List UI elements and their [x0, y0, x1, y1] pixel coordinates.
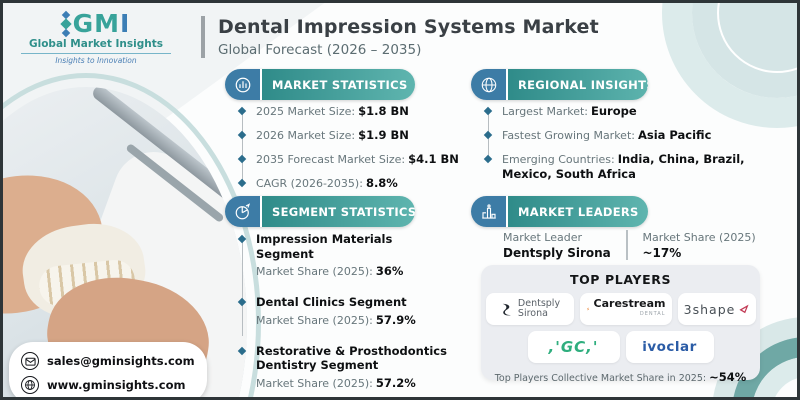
segment-share-value: 57.9%	[375, 312, 416, 327]
contact-email-text: sales@gminsights.com	[47, 354, 195, 368]
section-title: REGIONAL INSIGHTS	[508, 69, 648, 100]
segment-item: Impression Materials Segment Market Shar…	[239, 232, 454, 278]
market-statistics-list: 2025 Market Size: $1.8 BN 2026 Market Siz…	[239, 104, 459, 200]
logo-carestream: Carestream DENTAL	[579, 293, 672, 325]
segment-share-label: Market Share (2025):	[256, 265, 373, 278]
stat-label: 2035 Forecast Market Size:	[256, 153, 406, 166]
contact-email[interactable]: sales@gminsights.com	[21, 349, 195, 373]
segment-share-label: Market Share (2025):	[256, 313, 373, 327]
stat-label: 2026 Market Size:	[256, 129, 356, 142]
section-title: MARKET STATISTICS	[262, 69, 415, 100]
logo-gc: ,'GC,'	[527, 331, 620, 363]
contact-website-text: www.gminsights.com	[47, 378, 186, 392]
logo-3shape: 3shape	[677, 293, 756, 325]
stat-label: CAGR (2026-2035):	[256, 177, 363, 190]
region-label: Fastest Growing Market:	[502, 129, 635, 142]
page-subtitle: Global Forecast (2026 – 2035)	[218, 42, 422, 58]
section-title: MARKET LEADERS	[508, 196, 648, 227]
region-item: Emerging Countries: India, China, Brazil,…	[485, 152, 747, 182]
regional-insights-list: Largest Market: Europe Fastest Growing Ma…	[485, 104, 747, 191]
top-players-footer: Top Players Collective Market Share in 2…	[481, 370, 760, 384]
contact-card: sales@gminsights.com www.gminsights.com	[9, 342, 207, 397]
top-players-title: TOP PLAYERS	[569, 272, 672, 287]
segment-name: Impression Materials Segment	[256, 232, 393, 261]
envelope-icon	[21, 352, 39, 370]
section-header-regional-insights: REGIONAL INSIGHTS	[471, 69, 648, 100]
vertical-divider	[626, 230, 628, 260]
brand-tagline: Insights to Innovation	[55, 56, 137, 65]
segment-share-value: 36%	[375, 264, 404, 278]
stat-label: 2025 Market Size:	[256, 105, 356, 118]
region-label: Emerging Countries:	[502, 153, 615, 166]
stat-value: $1.8 BN	[358, 104, 409, 118]
stat-item: 2025 Market Size: $1.8 BN	[239, 104, 459, 119]
region-item: Fastest Growing Market: Asia Pacific	[485, 128, 747, 143]
region-value: India, China, Brazil, Mexico, South Afri…	[502, 152, 745, 181]
section-header-market-statistics: MARKET STATISTICS	[225, 69, 415, 100]
gmi-diamond-mark	[59, 10, 72, 38]
segment-name: Dental Clinics Segment	[256, 295, 407, 309]
globe-icon	[21, 376, 39, 394]
stat-value: $4.1 BN	[408, 152, 459, 166]
market-share-value: ~17%	[642, 245, 682, 260]
top-players-footer-label: Top Players Collective Market Share in 2…	[494, 373, 707, 384]
logo-ivoclar: ivoclar	[625, 331, 714, 363]
stat-item: 2026 Market Size: $1.9 BN	[239, 128, 459, 143]
section-header-market-leaders: MARKET LEADERS	[471, 196, 648, 227]
pie-chart-icon	[225, 196, 262, 227]
top-players-card: TOP PLAYERS Dentsply Sirona Carestream DEN…	[481, 265, 760, 384]
segment-share-label: Market Share (2025):	[256, 376, 373, 390]
podium-leader-icon	[471, 196, 508, 227]
logo-dentsply-sirona: Dentsply Sirona	[485, 293, 574, 325]
region-value: Asia Pacific	[637, 128, 712, 142]
segment-item: Restorative & Prosthodontics Dentistry S…	[239, 344, 454, 390]
gmi-logo: GMI Global Market Insights Insights to I…	[21, 11, 171, 65]
section-title: SEGMENT STATISTICS	[262, 196, 415, 227]
page-title: Dental Impression Systems Market	[218, 16, 599, 38]
3shape-mark-icon	[739, 304, 749, 314]
globe-icon	[471, 69, 508, 100]
dentsply-mark-icon	[502, 303, 511, 315]
stat-item: 2035 Forecast Market Size: $4.1 BN	[239, 152, 459, 167]
market-share-block: Market Share (2025) ~17%	[643, 231, 756, 260]
gmi-wordmark: GMI	[72, 9, 131, 38]
market-share-label: Market Share (2025)	[642, 230, 756, 244]
header-title-block: Dental Impression Systems Market Global …	[201, 16, 599, 58]
stat-item: CAGR (2026-2035): 8.8%	[239, 176, 459, 191]
market-leader-value: Dentsply Sirona	[503, 245, 611, 260]
segment-name: Restorative & Prosthodontics Dentistry S…	[256, 343, 447, 373]
region-label: Largest Market:	[502, 105, 589, 118]
top-players-footer-value: ~54%	[709, 370, 747, 384]
segment-item: Dental Clinics Segment Market Share (202…	[239, 295, 454, 327]
market-leader-label: Market Leader	[503, 230, 583, 244]
region-item: Largest Market: Europe	[485, 104, 747, 119]
market-leader-block: Market Leader Dentsply Sirona	[503, 231, 611, 260]
stat-value: 8.8%	[365, 176, 398, 190]
segment-share-value: 57.2%	[375, 375, 416, 390]
region-value: Europe	[591, 104, 637, 118]
globe-bar-chart-icon	[225, 69, 262, 100]
carestream-mark-icon	[586, 307, 589, 311]
segment-statistics-list: Impression Materials Segment Market Shar…	[239, 232, 454, 397]
brand-name: Global Market Insights	[21, 38, 171, 54]
market-leaders-content: Market Leader Dentsply Sirona Market Sha…	[503, 230, 756, 260]
section-header-segment-statistics: SEGMENT STATISTICS	[225, 196, 415, 227]
contact-website[interactable]: www.gminsights.com	[21, 373, 195, 397]
stat-value: $1.9 BN	[358, 128, 409, 142]
